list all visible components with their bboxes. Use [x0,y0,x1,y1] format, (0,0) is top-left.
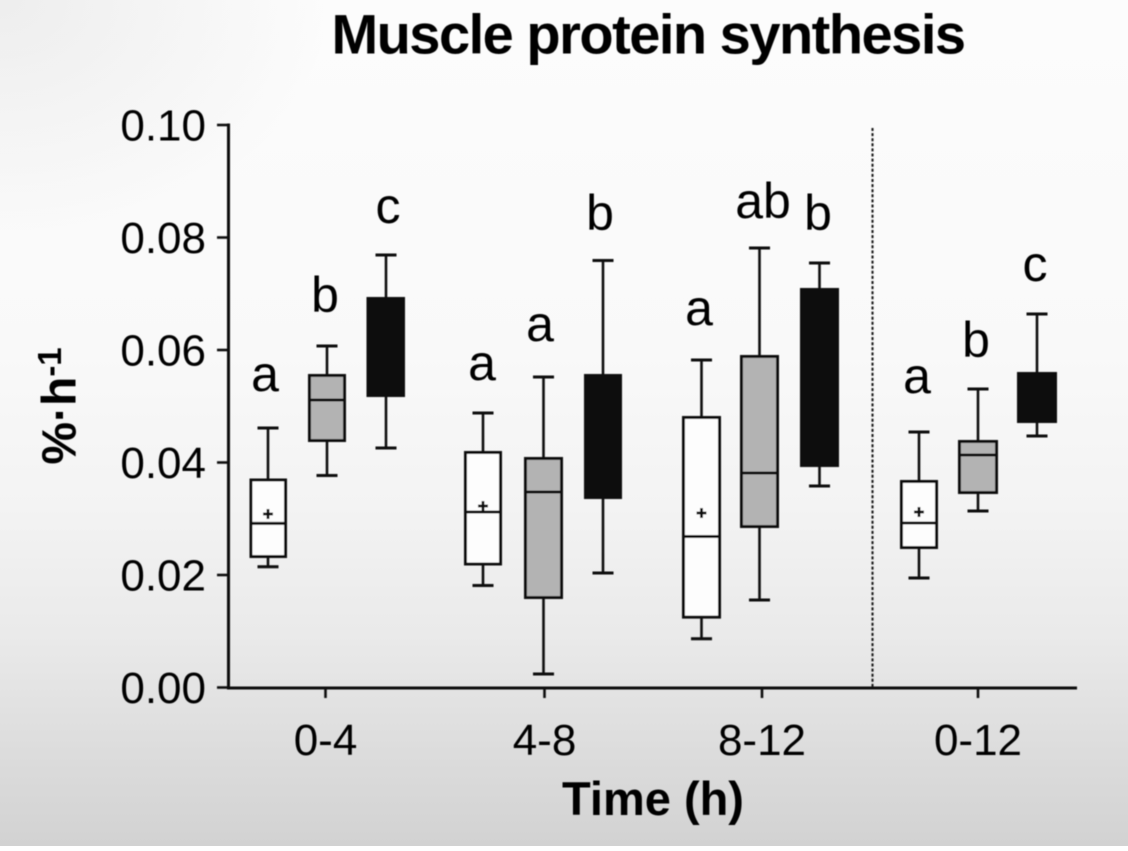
svg-text:Muscle protein synthesis: Muscle protein synthesis [331,3,964,66]
svg-text:ab: ab [735,173,791,229]
svg-text:0-12: 0-12 [934,716,1022,765]
svg-text:8-12: 8-12 [718,716,806,765]
svg-text:a: a [251,346,279,402]
svg-text:0.04: 0.04 [120,439,206,488]
svg-text:0-4: 0-4 [294,716,358,765]
svg-text:0.08: 0.08 [120,214,206,263]
svg-text:a: a [468,335,496,391]
svg-text:0.00: 0.00 [120,664,206,713]
svg-text:4-8: 4-8 [513,716,577,765]
svg-text:a: a [526,296,554,352]
svg-text:0.06: 0.06 [120,327,206,376]
svg-text:Time (h): Time (h) [562,772,744,825]
svg-text:b: b [804,185,832,241]
svg-text:a: a [903,348,931,404]
svg-text:0.02: 0.02 [120,552,206,601]
svg-text:b: b [586,185,614,241]
svg-text:c: c [1023,236,1048,292]
svg-text:a: a [685,280,713,336]
svg-text:c: c [376,178,401,234]
svg-text:b: b [311,267,339,323]
svg-text:0.10: 0.10 [120,102,206,151]
svg-text:b: b [962,312,990,368]
